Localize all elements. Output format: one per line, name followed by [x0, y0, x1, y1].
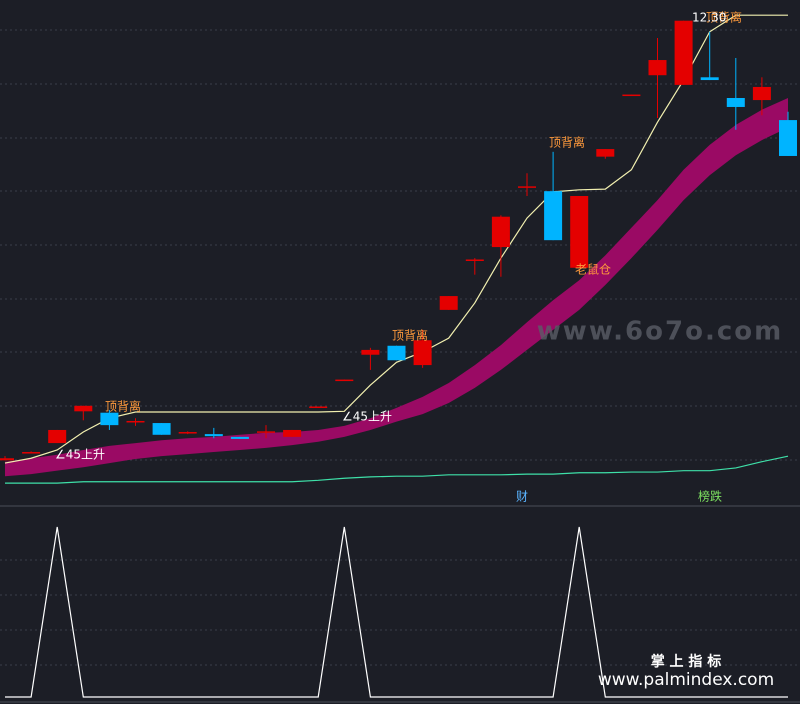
oscillator-line	[5, 526, 788, 698]
candle-body	[779, 120, 797, 156]
candle-body	[0, 458, 14, 461]
annotation: 顶背离	[392, 328, 428, 343]
candle-body	[491, 216, 510, 248]
indicator-line	[5, 455, 789, 484]
candle-body	[544, 191, 563, 241]
candle-body	[361, 349, 380, 355]
candle-body	[74, 405, 93, 412]
annotation: 榜跌	[698, 489, 722, 504]
candle-body	[465, 259, 484, 261]
indicator-line	[4, 14, 788, 464]
candle-body	[413, 340, 432, 366]
annotation: 财	[516, 490, 528, 504]
candle-body	[152, 423, 171, 435]
candle-body	[22, 452, 41, 454]
candle-body	[648, 60, 667, 76]
candle-body	[387, 345, 406, 361]
candle-body	[674, 20, 693, 85]
annotation: 顶背离	[105, 399, 141, 414]
candle-body	[230, 436, 249, 439]
candle-body	[48, 429, 67, 444]
candle-body	[570, 196, 589, 268]
annotation: 顶背离	[549, 135, 585, 150]
candle-body	[439, 296, 458, 310]
annotation: 12.30	[692, 11, 726, 25]
annotation: ∠45上升	[342, 410, 392, 424]
annotation: 老鼠仓	[575, 263, 611, 277]
candle-body	[126, 420, 145, 423]
annotation: 顶背离	[706, 10, 742, 25]
watermark: www.6o7o.com	[537, 317, 783, 347]
watermark: 掌 上 指 标	[651, 653, 722, 670]
candle-body	[204, 434, 223, 437]
annotation: ∠45上升	[55, 448, 105, 462]
watermark: www.palmindex.com	[598, 670, 774, 690]
candle-body	[596, 149, 615, 157]
candle-body	[726, 98, 745, 107]
candle-body	[752, 86, 771, 101]
candle-body	[309, 406, 328, 408]
candle-body	[700, 77, 719, 81]
candle-body	[100, 412, 119, 426]
candle-body	[518, 186, 536, 188]
candle-body	[622, 94, 641, 97]
candle-body	[335, 379, 354, 382]
candle-body	[257, 431, 275, 433]
candle-body	[178, 432, 197, 434]
candle-body	[283, 429, 302, 437]
